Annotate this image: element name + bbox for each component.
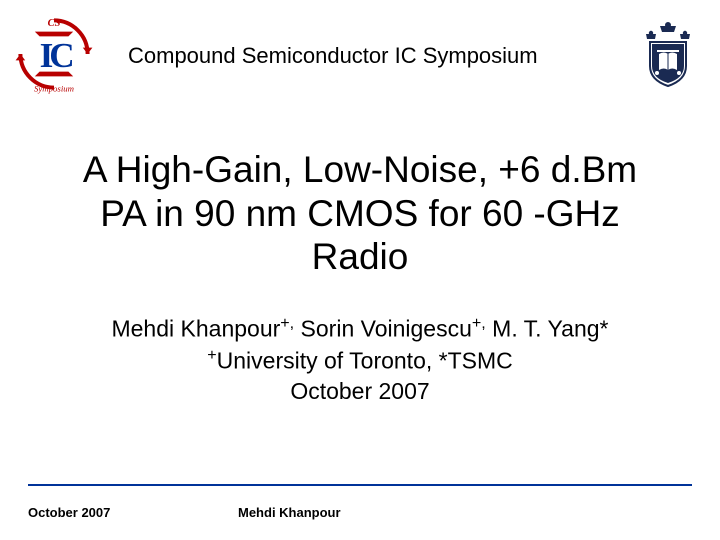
- footer-divider: [28, 484, 692, 486]
- svg-text:Symposium: Symposium: [34, 84, 74, 94]
- footer-author: Mehdi Khanpour: [238, 505, 341, 520]
- footer-date: October 2007: [28, 505, 238, 520]
- title-line-1: A High-Gain, Low-Noise, +6 d.Bm: [83, 149, 637, 190]
- svg-text:CS: CS: [48, 18, 61, 29]
- university-crest-icon: [640, 18, 696, 90]
- authors-line-3: October 2007: [0, 376, 720, 407]
- title-line-2: PA in 90 nm CMOS for 60 -GHz: [100, 193, 620, 234]
- svg-text:C: C: [49, 36, 74, 75]
- symposium-logo-icon: CS Symposium I C: [14, 14, 94, 94]
- presentation-title: A High-Gain, Low-Noise, +6 d.Bm PA in 90…: [0, 90, 720, 279]
- authors-block: Mehdi Khanpour+, Sorin Voinigescu+, M. T…: [0, 279, 720, 407]
- footer: October 2007 Mehdi Khanpour: [28, 505, 692, 520]
- authors-line-2: +University of Toronto, *TSMC: [0, 345, 720, 377]
- authors-line-1: Mehdi Khanpour+, Sorin Voinigescu+, M. T…: [0, 313, 720, 345]
- header-row: CS Symposium I C Compound Semiconductor …: [0, 0, 720, 90]
- conference-name: Compound Semiconductor IC Symposium: [94, 39, 640, 69]
- title-line-3: Radio: [312, 236, 409, 277]
